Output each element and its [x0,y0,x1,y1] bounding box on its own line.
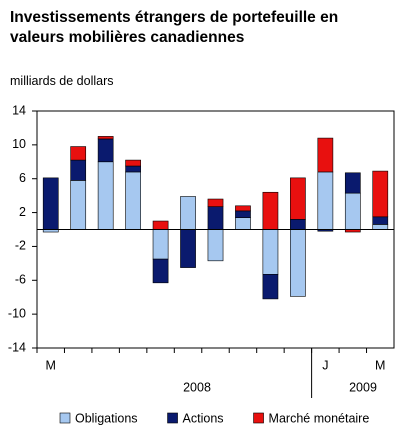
bar-segment [70,146,87,161]
bar-segment [42,177,59,230]
bar-segment [180,196,196,230]
bar-segment [344,192,361,230]
bar-segment [125,165,141,173]
bar-segment [372,170,389,218]
legend-swatch [59,412,71,424]
bar-segment [97,161,114,230]
bar-segment [207,206,224,230]
bar-segment [235,210,251,218]
x-tick-label: M [46,358,56,372]
bar-segment [207,229,224,262]
y-tick-label: -14 [8,340,26,354]
x-tick-label: J [322,358,328,372]
legend-label: Obligations [75,411,138,425]
bar-segment [317,137,334,173]
bar-segment [235,217,251,230]
legend-label: Marché monétaire [269,411,370,425]
bar-segment [372,224,389,230]
bar-segment [317,171,334,230]
legend-label: Actions [183,411,224,425]
y-tick-label: -2 [15,239,26,253]
x-tick-label: M [375,358,385,372]
y-tick-label: 2 [19,205,26,219]
bar-segment [180,229,196,268]
bar-segment [290,229,306,297]
bar-segment [70,180,87,230]
y-tick-label: 10 [12,137,26,151]
chart-title: Investissements étrangers de portefeuill… [10,9,339,46]
bar-segment [207,198,224,207]
y-axis-label: milliards de dollars [10,74,114,88]
legend-swatch [167,412,178,424]
y-tick-label: -6 [15,273,26,287]
bar-segment [262,274,279,300]
bar-segment [152,229,169,260]
legend-swatch [253,412,264,424]
bar-segment [262,191,279,230]
bar-segment [152,220,169,230]
bar-segment [344,172,361,194]
y-tick-label: -10 [8,306,26,320]
y-tick-label: 6 [19,171,26,185]
bar-segment [70,159,87,181]
bar-segment [125,159,141,167]
bar-segment [235,205,251,212]
bar-segment [97,136,114,140]
year-label: 2009 [349,380,377,394]
bar-segment [290,177,306,220]
bar-segment [125,171,141,230]
bar-segment [97,138,114,163]
bar-segment [372,216,389,225]
year-label: 2008 [183,380,211,394]
bar-segment [290,219,306,230]
bar-segment [152,258,169,284]
bar-segment [262,229,279,275]
y-tick-label: 14 [12,103,26,117]
